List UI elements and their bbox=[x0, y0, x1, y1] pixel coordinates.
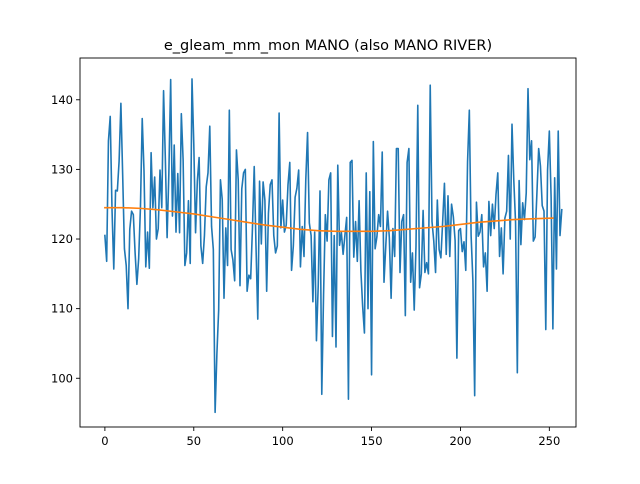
y-tick-label: 130 bbox=[51, 162, 73, 176]
x-tick-label: 0 bbox=[101, 434, 108, 448]
series-line-1 bbox=[104, 78, 563, 414]
axes-layer: 0 50 100 150 200 250 100 110 120 130 140 bbox=[51, 57, 577, 448]
y-tick-label: 120 bbox=[51, 232, 73, 246]
series-layer bbox=[104, 78, 563, 414]
x-tick-label: 150 bbox=[361, 434, 383, 448]
plot-frame bbox=[79, 57, 577, 428]
series-line-2 bbox=[104, 206, 554, 233]
x-tick-label: 100 bbox=[272, 434, 294, 448]
y-tick-label: 100 bbox=[51, 371, 73, 385]
chart-title: e_gleam_mm_mon MANO (also MANO RIVER) bbox=[164, 38, 492, 54]
y-tick-label: 110 bbox=[51, 302, 73, 316]
y-tick-label: 140 bbox=[51, 93, 73, 107]
x-tick-label: 250 bbox=[538, 434, 560, 448]
x-tick-label: 200 bbox=[449, 434, 471, 448]
x-tick-label: 50 bbox=[186, 434, 201, 448]
